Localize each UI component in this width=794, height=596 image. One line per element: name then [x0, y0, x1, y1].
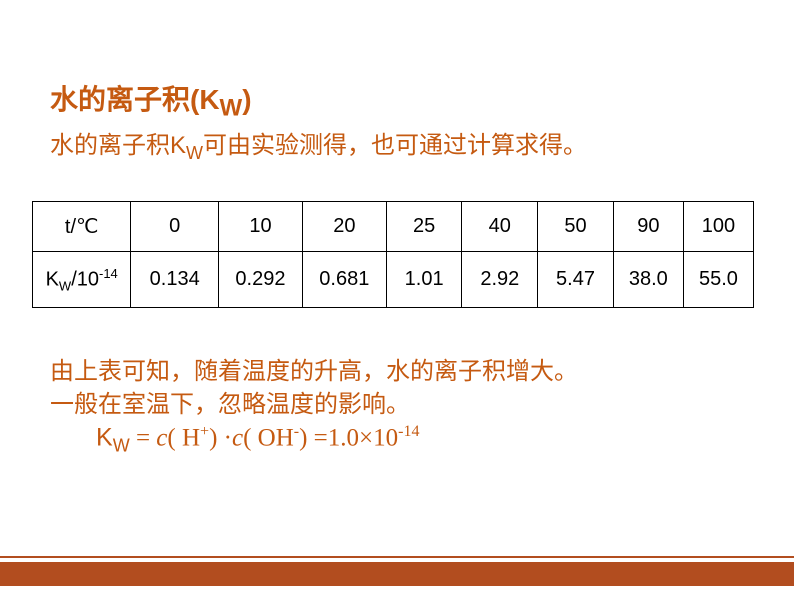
conclusion-line2: 一般在室温下，忽略温度的影响。 [50, 389, 754, 421]
table-cell: 50 [538, 202, 614, 252]
temp-header: t/℃ [33, 202, 131, 252]
title-subscript: W [220, 95, 243, 122]
eq-eq: = [130, 425, 157, 452]
table-cell: 40 [462, 202, 538, 252]
eq-h-close: ) · [209, 425, 232, 452]
footer-bar [0, 562, 794, 586]
kw-header-mid: /10 [71, 269, 99, 291]
table-cell: 38.0 [613, 252, 683, 308]
table-cell: 25 [386, 202, 462, 252]
eq-c1: c [156, 425, 167, 452]
title-close: ) [242, 84, 251, 115]
table-cell: 90 [613, 202, 683, 252]
eq-rhs-sup: -14 [398, 423, 419, 440]
table-cell: 0.134 [131, 252, 219, 308]
subtitle-pre: 水的离子积K [50, 132, 186, 159]
table-row: KW/10-14 0.134 0.292 0.681 1.01 2.92 5.4… [33, 252, 754, 308]
table-cell: 55.0 [683, 252, 753, 308]
eq-c2: c [232, 425, 243, 452]
table-cell: 0.681 [302, 252, 386, 308]
kw-header-sup: -14 [99, 266, 118, 281]
table-cell: 10 [219, 202, 303, 252]
eq-k: K [96, 424, 113, 452]
footer-divider [0, 556, 794, 558]
conclusion-text: 由上表可知，随着温度的升高，水的离子积增大。 一般在室温下，忽略温度的影响。 [50, 356, 754, 421]
eq-h-sup: + [200, 423, 209, 440]
table-cell: 20 [302, 202, 386, 252]
conclusion-line1: 由上表可知，随着温度的升高，水的离子积增大。 [50, 356, 754, 388]
kw-equation: KW = c( H+) ·c( OH-) =1.0×10-14 [96, 423, 754, 456]
title-text: 水的离子积(K [50, 84, 220, 115]
subtitle: 水的离子积KW可由实验测得，也可通过计算求得。 [50, 125, 754, 164]
table-cell: 0 [131, 202, 219, 252]
page-title: 水的离子积(KW) [50, 78, 754, 123]
kw-header-k: K [46, 269, 59, 291]
kw-header: KW/10-14 [33, 252, 131, 308]
subtitle-post: 可由实验测得，也可通过计算求得。 [203, 132, 587, 159]
table-row: t/℃ 0 10 20 25 40 50 90 100 [33, 202, 754, 252]
eq-k-sub: W [113, 436, 130, 456]
eq-oh-close: ) =1.0×10 [299, 425, 398, 452]
kw-header-sub: W [59, 279, 71, 294]
table-cell: 5.47 [538, 252, 614, 308]
subtitle-sub: W [186, 142, 203, 162]
table-cell: 2.92 [462, 252, 538, 308]
kw-table: t/℃ 0 10 20 25 40 50 90 100 KW/10-14 0.1… [32, 201, 754, 308]
eq-h-open: ( H [167, 425, 200, 452]
table-cell: 1.01 [386, 252, 462, 308]
eq-oh-open: ( OH [243, 425, 294, 452]
table-cell: 0.292 [219, 252, 303, 308]
table-cell: 100 [683, 202, 753, 252]
